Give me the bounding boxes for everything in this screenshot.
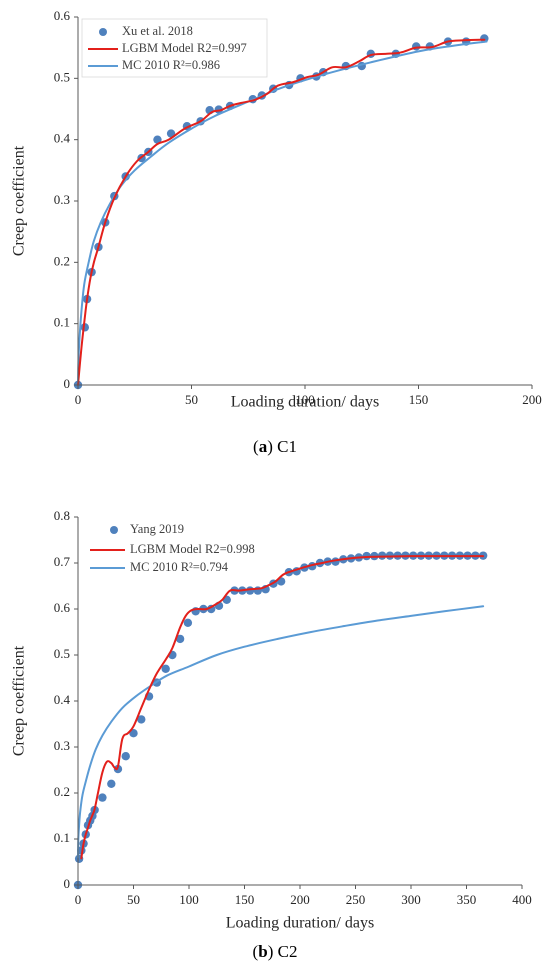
y-tick-labels-b: 0 0.1 0.2 0.3 0.4 0.5 0.6 0.7 0.8 (54, 508, 71, 891)
ticks-b (74, 516, 523, 889)
x-tick-labels-a: 0 50 100 150 200 (75, 392, 542, 407)
y-tick-label: 0.6 (54, 8, 71, 23)
x-tick-label: 0 (75, 392, 82, 407)
x-tick-label: 0 (75, 892, 82, 907)
chart-b: 0 50 100 150 200 250 300 350 400 0 0.1 0… (11, 508, 532, 961)
y-tick-label: 0.8 (54, 508, 70, 523)
plot-area-b (73, 551, 488, 890)
data-point (153, 135, 162, 144)
lgbm-model-line (77, 38, 486, 386)
data-point (107, 779, 116, 788)
x-tick-label: 50 (127, 892, 140, 907)
legend-label-mc2010-a: MC 2010 R²=0.986 (122, 58, 220, 72)
caption-a: (a) C1 (253, 437, 297, 456)
legend-label-data-a: Xu et al. 2018 (122, 24, 193, 38)
x-tick-label: 150 (409, 392, 429, 407)
y-axis-title-b: Creep coefficient (11, 645, 28, 756)
y-tick-label: 0 (64, 376, 71, 391)
y-tick-label: 0.4 (54, 692, 71, 707)
y-tick-label: 0.3 (54, 738, 70, 753)
y-tick-label: 0.6 (54, 600, 71, 615)
plot-area-a (73, 34, 489, 390)
y-tick-label: 0.2 (54, 784, 70, 799)
ticks-a (74, 16, 533, 389)
chart-a: 0 50 100 150 200 0 0.1 0.2 0.3 0.4 0.5 0… (11, 8, 542, 456)
legend-label-data-b: Yang 2019 (130, 522, 184, 536)
x-tick-label: 300 (401, 892, 421, 907)
y-tick-label: 0.2 (54, 253, 70, 268)
legend-label-mc2010-b: MC 2010 R²=0.794 (130, 560, 229, 574)
data-point (377, 551, 387, 560)
data-point (245, 586, 255, 595)
x-tick-label: 250 (346, 892, 366, 907)
data-point (183, 618, 193, 627)
y-tick-label: 0.1 (54, 830, 70, 845)
x-tick-labels-b: 0 50 100 150 200 250 300 350 400 (75, 892, 532, 907)
x-tick-label: 200 (290, 892, 310, 907)
x-tick-label: 100 (295, 392, 315, 407)
legend-b: Yang 2019 LGBM Model R2=0.998 MC 2010 R²… (81, 517, 280, 577)
legend-marker-data-a (99, 28, 107, 36)
caption-b: (b) C2 (253, 942, 298, 961)
y-tick-label: 0.5 (54, 646, 70, 661)
y-tick-label: 0 (64, 876, 71, 891)
y-tick-label: 0.7 (54, 554, 71, 569)
mc2010-line (77, 40, 488, 386)
lgbm-model-line (80, 555, 485, 860)
x-tick-label: 350 (457, 892, 477, 907)
y-tick-label: 0.1 (54, 315, 70, 330)
y-tick-label: 0.4 (54, 131, 71, 146)
y-tick-label: 0.3 (54, 192, 70, 207)
data-point (98, 793, 107, 802)
legend-marker-data-b (110, 526, 118, 534)
legend-label-lgbm-b: LGBM Model R2=0.998 (130, 542, 255, 556)
y-tick-labels-a: 0 0.1 0.2 0.3 0.4 0.5 0.6 (54, 8, 71, 391)
x-tick-label: 400 (512, 892, 532, 907)
mc2010-line (77, 605, 485, 859)
x-tick-label: 50 (185, 392, 198, 407)
data-point (161, 664, 170, 673)
x-tick-label: 200 (522, 392, 542, 407)
x-tick-label: 100 (179, 892, 199, 907)
data-point (137, 715, 146, 724)
x-tick-label: 150 (235, 892, 255, 907)
y-axis-title-a: Creep coefficient (11, 145, 28, 256)
legend-a: Xu et al. 2018 LGBM Model R2=0.997 MC 20… (81, 18, 268, 78)
x-axis-title-b: Loading duration/ days (226, 915, 374, 932)
y-tick-label: 0.5 (54, 69, 70, 84)
legend-label-lgbm-a: LGBM Model R2=0.997 (122, 41, 247, 55)
data-point (175, 634, 185, 644)
data-point (121, 752, 130, 761)
x-axis-title-a: Loading duration/ days (231, 394, 379, 411)
